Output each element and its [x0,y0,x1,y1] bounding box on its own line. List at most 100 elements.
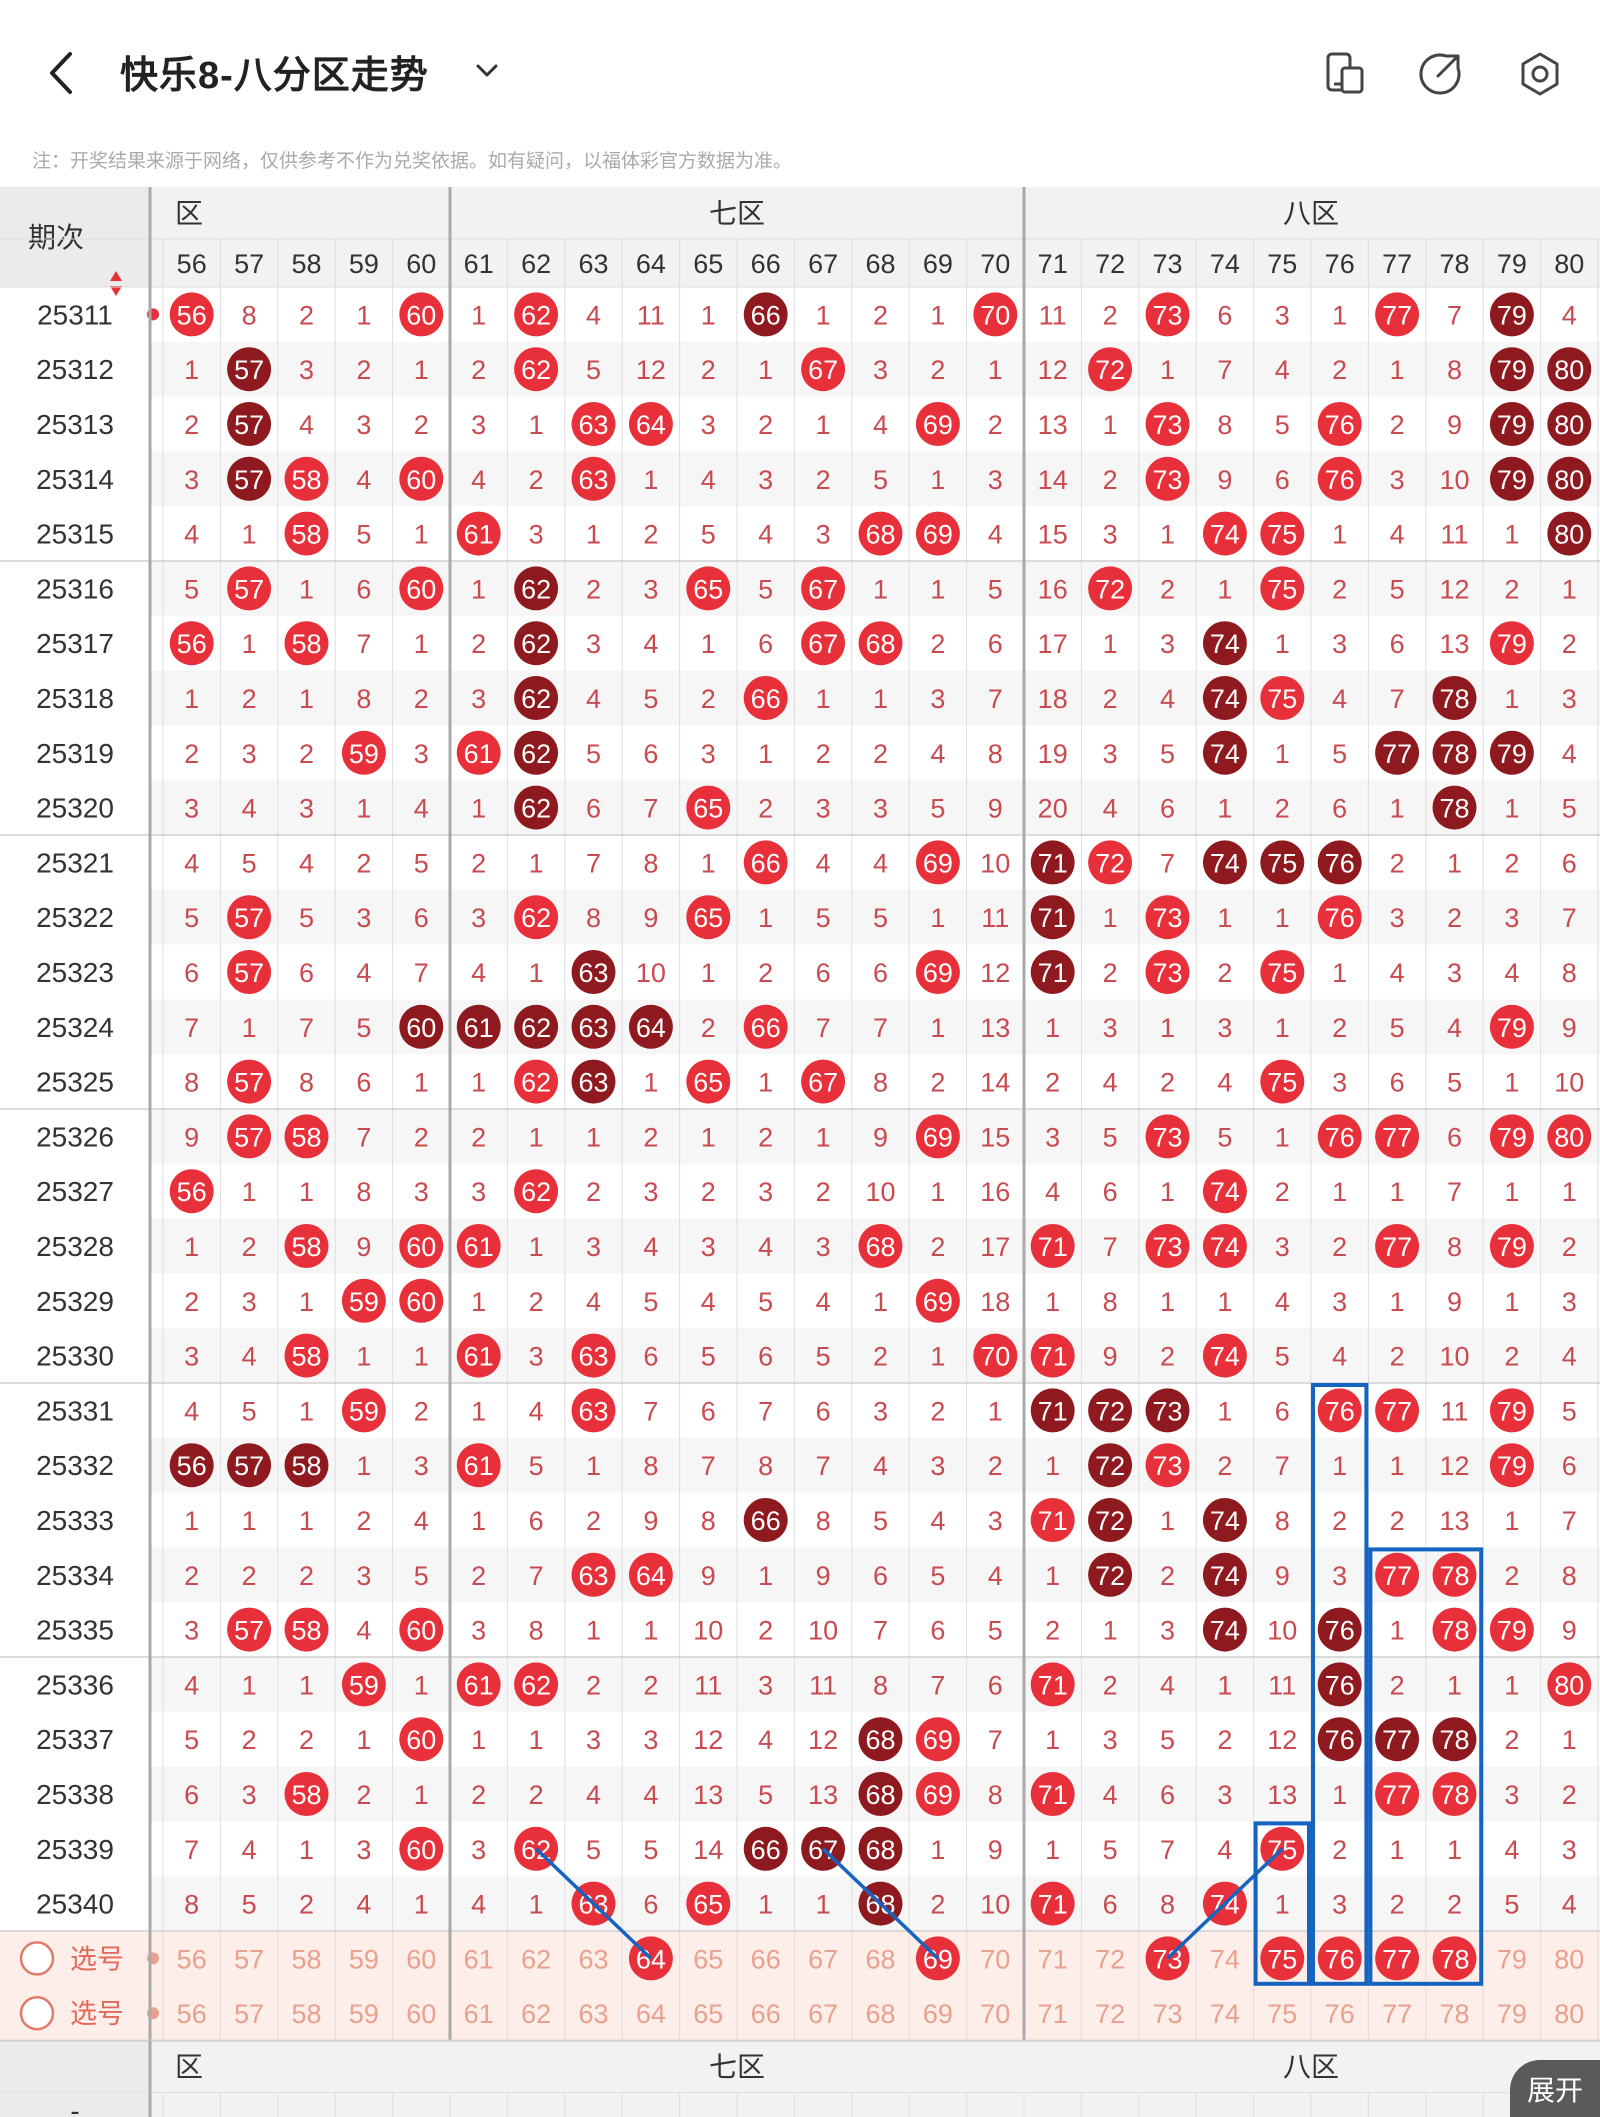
select-number[interactable]: 74 [1210,1944,1240,1974]
drawn-ball-repeat[interactable] [284,1443,329,1488]
drawn-ball[interactable] [514,895,559,940]
drawn-ball[interactable] [284,511,329,556]
select-number[interactable]: 80 [1554,1999,1584,2029]
drawn-ball[interactable] [1547,1114,1592,1159]
select-number[interactable]: 69 [923,1999,953,2029]
drawn-ball-repeat[interactable] [1547,402,1592,446]
drawn-ball-repeat[interactable] [514,621,559,666]
drawn-ball-repeat[interactable] [169,1443,214,1488]
drawn-ball[interactable] [284,456,329,501]
select-number[interactable]: 75 [1267,1999,1297,2029]
drawn-ball[interactable] [227,895,272,940]
drawn-ball[interactable] [227,566,272,611]
drawn-ball[interactable] [1030,1772,1075,1816]
drawn-ball[interactable] [284,1333,329,1378]
drawn-ball-repeat[interactable] [1547,511,1592,556]
drawn-ball-repeat[interactable] [571,1004,616,1049]
select-number[interactable]: 60 [406,1999,436,2029]
drawn-ball-repeat[interactable] [1432,785,1477,830]
drawn-ball[interactable] [1030,1881,1075,1926]
select-number[interactable]: 57 [234,1999,264,2029]
drawn-ball[interactable] [915,402,960,446]
drawn-ball[interactable] [686,1881,731,1926]
drawn-ball[interactable] [1202,1169,1247,1214]
drawn-ball-repeat[interactable] [1202,676,1247,720]
drawn-ball[interactable] [571,1388,616,1433]
selected-ball[interactable] [1432,1936,1477,1981]
drawn-ball-repeat[interactable] [1202,621,1247,666]
drawn-ball[interactable] [1145,1114,1190,1159]
drawn-ball[interactable] [743,840,788,885]
drawn-ball[interactable] [571,456,616,501]
drawn-ball[interactable] [915,840,960,885]
selected-ball[interactable] [1317,1936,1362,1981]
drawn-ball-repeat[interactable] [1088,1443,1133,1488]
drawn-ball[interactable] [801,347,846,392]
drawn-ball-repeat[interactable] [1145,1388,1190,1433]
drawn-ball[interactable] [1260,511,1305,556]
drawn-ball-repeat[interactable] [1202,1607,1247,1652]
select-number[interactable]: 70 [980,1944,1010,1974]
drawn-ball-repeat[interactable] [1317,840,1362,885]
drawn-ball-repeat[interactable] [227,347,272,392]
drawn-ball[interactable] [628,1552,673,1597]
select-number[interactable]: 77 [1382,1999,1412,2029]
drawn-ball[interactable] [399,456,444,501]
select-number[interactable]: 56 [177,1944,207,1974]
drawn-ball[interactable] [341,1278,386,1323]
drawn-ball[interactable] [858,1224,903,1268]
sort-down-icon[interactable] [110,286,122,296]
select-number[interactable]: 57 [234,1944,264,1974]
drawn-ball[interactable] [1432,1607,1477,1652]
drawn-ball[interactable] [686,1059,731,1104]
select-number[interactable]: 74 [1210,1999,1240,2029]
select-number[interactable]: 61 [464,1999,494,2029]
select-number[interactable]: 80 [1554,1944,1584,1974]
drawn-ball[interactable] [1375,1772,1420,1816]
drawn-ball[interactable] [1489,1388,1534,1433]
drawn-ball-repeat[interactable] [227,456,272,501]
drawn-ball[interactable] [686,785,731,830]
drawn-ball[interactable] [1547,1662,1592,1707]
select-number[interactable]: 66 [751,1944,781,1974]
drawn-ball[interactable] [1088,840,1133,885]
select-number[interactable]: 67 [808,1944,838,1974]
drawn-ball[interactable] [399,566,444,611]
drawn-ball[interactable] [341,1388,386,1433]
select-number[interactable]: 70 [980,1999,1010,2029]
drawn-ball-repeat[interactable] [1202,840,1247,885]
drawn-ball[interactable] [284,1607,329,1652]
drawn-ball[interactable] [514,1059,559,1104]
drawn-ball-repeat[interactable] [1547,347,1592,392]
select-number[interactable]: 79 [1497,1999,1527,2029]
select-checkbox-icon[interactable] [19,1995,55,2031]
drawn-ball[interactable] [1489,621,1534,666]
drawn-ball[interactable] [628,402,673,446]
drawn-ball[interactable] [514,1662,559,1707]
drawn-ball[interactable] [399,1278,444,1323]
drawn-ball[interactable] [1145,1443,1190,1488]
drawn-ball[interactable] [915,1717,960,1762]
drawn-ball[interactable] [1489,1224,1534,1268]
page-title[interactable]: 快乐8-八分区走势 [120,55,429,97]
select-number[interactable]: 58 [291,1999,321,2029]
select-number[interactable]: 56 [177,1999,207,2029]
drawn-ball-repeat[interactable] [1489,730,1534,775]
drawn-ball[interactable] [341,730,386,775]
select-number[interactable]: 71 [1038,1944,1068,1974]
drawn-ball[interactable] [284,1114,329,1159]
drawn-ball[interactable] [801,566,846,611]
drawn-ball-repeat[interactable] [1202,730,1247,775]
drawn-ball-repeat[interactable] [1317,1717,1362,1762]
drawn-ball[interactable] [1375,1224,1420,1268]
drawn-ball-repeat[interactable] [743,292,788,337]
drawn-ball[interactable] [915,1278,960,1323]
drawn-ball-repeat[interactable] [1030,840,1075,885]
drawn-ball[interactable] [399,1717,444,1762]
drawn-ball[interactable] [514,292,559,337]
drawn-ball[interactable] [973,292,1018,337]
drawn-ball[interactable] [456,1333,501,1378]
drawn-ball[interactable] [1088,566,1133,611]
drawn-ball[interactable] [284,1772,329,1816]
drawn-ball[interactable] [1260,1059,1305,1104]
